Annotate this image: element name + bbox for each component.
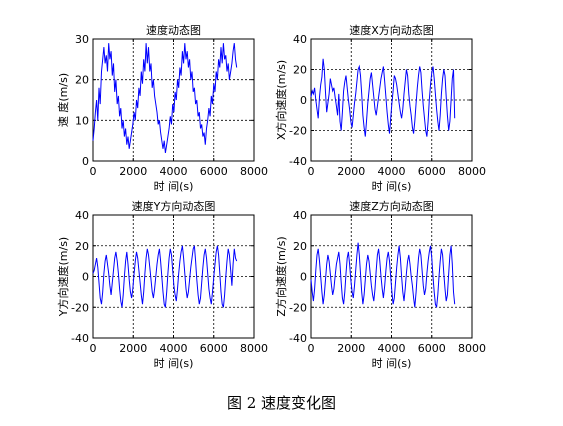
- x-tick-label: 4000: [160, 165, 188, 178]
- x-tick-label: 4000: [378, 342, 406, 355]
- chart-title: 速度Z方向动态图: [349, 199, 434, 213]
- x-axis-label: 时 间(s): [372, 180, 412, 193]
- y-tick-label: 40: [293, 33, 307, 46]
- y-axis-label: Z方向速度(m/s): [274, 236, 288, 316]
- y-tick-label: 30: [75, 33, 89, 46]
- x-tick-label: 8000: [458, 165, 486, 178]
- y-tick-label: -40: [71, 332, 89, 345]
- x-tick-label: 4000: [160, 342, 188, 355]
- x-tick-label: 8000: [458, 342, 486, 355]
- x-axis-label: 时 间(s): [372, 357, 412, 370]
- x-axis-label: 时 间(s): [154, 357, 194, 370]
- x-tick-label: 6000: [418, 342, 446, 355]
- x-tick-label: 8000: [240, 342, 268, 355]
- x-tick-label: 2000: [119, 165, 147, 178]
- y-tick-label: -20: [289, 301, 307, 314]
- y-tick-label: 0: [300, 271, 307, 284]
- y-tick-label: -40: [289, 155, 307, 168]
- chart-title: 速度Y方向动态图: [132, 199, 216, 213]
- y-tick-label: 20: [75, 74, 89, 87]
- x-tick-label: 0: [308, 165, 315, 178]
- y-tick-label: 40: [293, 209, 307, 222]
- series-line-1: [92, 43, 238, 153]
- chart-title: 速度X方向动态图: [349, 23, 434, 37]
- y-axis-label: 速 度(m/s): [56, 73, 70, 127]
- y-tick-label: 20: [75, 240, 89, 253]
- y-tick-label: 20: [293, 64, 307, 77]
- x-tick-label: 6000: [200, 342, 228, 355]
- y-tick-label: -20: [289, 125, 307, 138]
- x-tick-label: 2000: [337, 342, 365, 355]
- x-tick-label: 6000: [200, 165, 228, 178]
- x-tick-label: 0: [308, 342, 315, 355]
- y-axis-label: X方向速度(m/s): [274, 60, 288, 140]
- y-tick-label: 20: [293, 240, 307, 253]
- y-tick-label: 0: [82, 155, 89, 168]
- y-tick-label: 0: [82, 271, 89, 284]
- x-tick-label: 4000: [378, 165, 406, 178]
- y-axis-label: Y方向速度(m/s): [56, 237, 70, 317]
- series-line-1: [92, 245, 238, 308]
- y-tick-label: -40: [289, 332, 307, 345]
- series-line-1: [310, 58, 456, 137]
- x-tick-label: 2000: [119, 342, 147, 355]
- chart-title: 速度动态图: [146, 23, 201, 37]
- x-tick-label: 0: [90, 342, 97, 355]
- y-tick-label: 40: [75, 209, 89, 222]
- x-tick-label: 0: [90, 165, 97, 178]
- figure-caption: 图 2 速度变化图: [226, 394, 337, 412]
- x-tick-label: 6000: [418, 165, 446, 178]
- x-tick-label: 2000: [337, 165, 365, 178]
- y-tick-label: 10: [75, 114, 89, 127]
- x-axis-label: 时 间(s): [154, 180, 194, 193]
- series-line-1: [310, 242, 456, 308]
- y-tick-label: -20: [71, 301, 89, 314]
- x-tick-label: 8000: [240, 165, 268, 178]
- y-tick-label: 0: [300, 94, 307, 107]
